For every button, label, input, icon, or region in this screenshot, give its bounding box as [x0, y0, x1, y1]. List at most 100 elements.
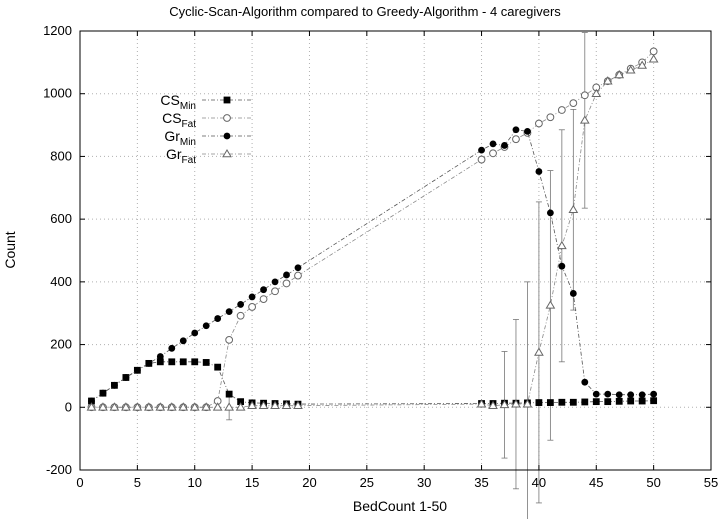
- data-point: [579, 115, 590, 124]
- data-point: [615, 391, 623, 399]
- data-point: [614, 69, 625, 79]
- data-point: [99, 389, 107, 397]
- y-tick-label: 1000: [43, 86, 72, 101]
- data-point: [604, 390, 612, 398]
- data-point: [281, 400, 292, 410]
- data-point: [488, 400, 498, 410]
- data-point: [648, 54, 659, 63]
- legend-marker: [222, 149, 232, 158]
- data-point: [236, 311, 245, 320]
- data-point: [604, 398, 612, 406]
- data-point: [512, 126, 520, 134]
- data-point: [111, 381, 118, 389]
- x-tick-label: 40: [532, 475, 546, 490]
- data-point: [477, 155, 486, 164]
- x-tick-label: 35: [474, 475, 488, 490]
- data-point: [545, 300, 556, 309]
- data-point: [179, 337, 187, 345]
- data-point: [650, 390, 658, 398]
- data-point: [581, 378, 589, 386]
- series-gr-min: [88, 126, 658, 405]
- data-point: [109, 402, 120, 411]
- data-point: [592, 390, 600, 398]
- data-point: [191, 329, 199, 337]
- data-point: [478, 146, 485, 154]
- data-point: [271, 287, 279, 296]
- data-point: [615, 397, 623, 405]
- data-point: [247, 400, 257, 410]
- data-point: [512, 135, 520, 144]
- data-point: [294, 271, 302, 280]
- x-tick-label: 20: [302, 475, 316, 490]
- y-axis-label: Count: [2, 231, 18, 268]
- data-point: [534, 347, 544, 356]
- data-point: [122, 374, 130, 381]
- data-point: [499, 399, 510, 409]
- x-tick-label: 25: [360, 475, 374, 490]
- data-point: [202, 359, 210, 366]
- series-cs-min: [88, 358, 658, 408]
- y-tick-label: 0: [65, 399, 72, 414]
- data-point: [535, 168, 543, 175]
- data-point: [581, 398, 589, 406]
- legend-marker: [223, 114, 231, 122]
- data-point: [649, 47, 658, 56]
- data-point: [178, 402, 189, 411]
- data-point: [625, 65, 636, 74]
- data-point: [511, 399, 521, 408]
- y-tick-label: 800: [50, 148, 72, 163]
- data-point: [214, 315, 222, 322]
- data-point: [270, 400, 280, 410]
- data-point: [156, 353, 164, 360]
- data-point: [569, 290, 577, 297]
- legend-label: CSFat: [162, 110, 196, 130]
- data-point: [212, 402, 223, 411]
- data-point: [489, 149, 497, 158]
- data-point: [202, 322, 210, 330]
- data-point: [569, 99, 578, 108]
- chart-title: Cyclic-Scan-Algorithm compared to Greedy…: [169, 4, 561, 19]
- data-point: [627, 391, 635, 399]
- data-point: [627, 397, 635, 405]
- y-tick-label: 400: [50, 274, 72, 289]
- data-point: [638, 397, 646, 405]
- data-point: [489, 140, 497, 148]
- data-point: [546, 209, 554, 217]
- data-point: [556, 240, 567, 250]
- data-point: [133, 366, 141, 374]
- data-point: [522, 399, 533, 408]
- data-point: [132, 402, 143, 411]
- series-line-gr-min: [91, 129, 654, 402]
- data-point: [591, 88, 602, 98]
- legend-entry-gr-min: GrMin: [164, 128, 252, 148]
- data-point: [225, 335, 234, 344]
- legend-label: CSMin: [160, 92, 196, 112]
- x-tick-label: 5: [134, 475, 141, 490]
- axis-ticks: 0 5 10 15 20 25 30 35 40 45 50 55 -200 0 200 400 600 800 1…: [43, 23, 718, 490]
- error-bars: [226, 32, 588, 519]
- data-point: [293, 400, 303, 410]
- data-point: [638, 391, 646, 399]
- data-point: [650, 397, 658, 405]
- data-point: [168, 344, 176, 352]
- legend-label: GrMin: [164, 128, 196, 148]
- data-point: [88, 397, 95, 405]
- data-point: [143, 402, 154, 411]
- data-point: [237, 301, 245, 308]
- x-tick-label: 0: [76, 475, 83, 490]
- data-point: [86, 402, 97, 411]
- x-tick-label: 10: [187, 475, 201, 490]
- series-layer: [86, 47, 659, 412]
- legend-marker: [223, 132, 231, 140]
- data-point: [294, 264, 302, 272]
- legend-entry-cs-fat: CSFat: [162, 110, 252, 130]
- data-point: [260, 286, 267, 294]
- data-point: [524, 127, 531, 135]
- data-point: [592, 398, 600, 406]
- data-point: [145, 359, 153, 367]
- data-point: [476, 399, 487, 408]
- y-tick-label: -200: [46, 462, 72, 477]
- data-point: [637, 60, 648, 69]
- data-point: [248, 293, 256, 301]
